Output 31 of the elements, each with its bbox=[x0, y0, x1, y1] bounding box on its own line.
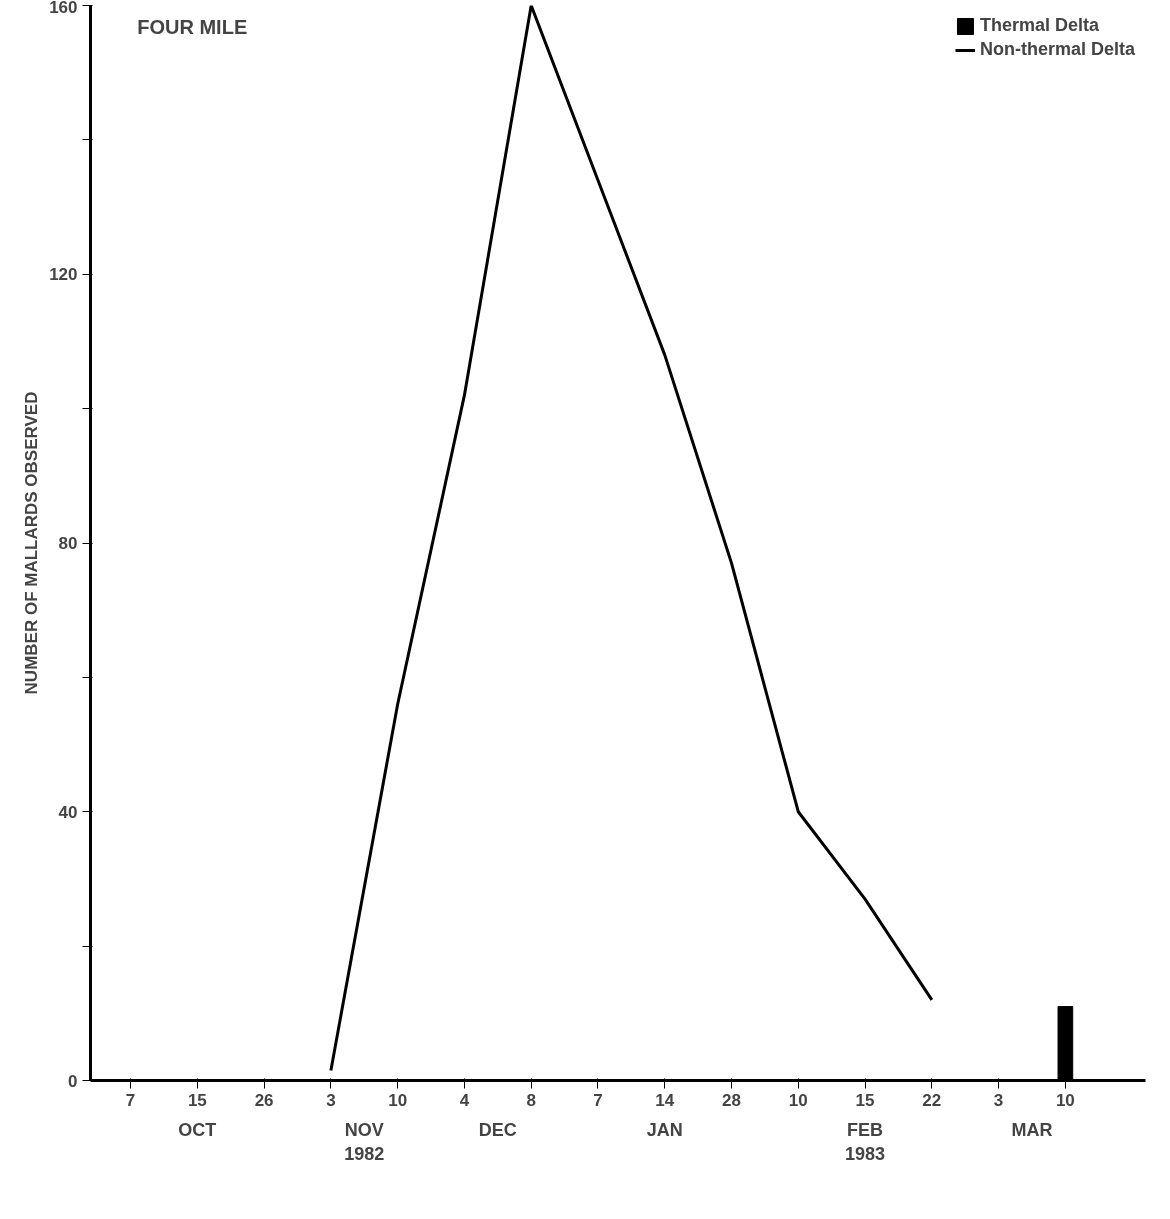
x-tick-label: 7 bbox=[593, 1090, 603, 1110]
x-tick-label: 22 bbox=[922, 1090, 942, 1110]
x-tick-label: 10 bbox=[388, 1090, 408, 1110]
legend-label: Thermal Delta bbox=[979, 15, 1100, 36]
x-tick-label: 4 bbox=[459, 1090, 470, 1110]
text: NOV 1982 bbox=[344, 1119, 385, 1164]
x-tick-label: 3 bbox=[326, 1090, 336, 1110]
text: OCT bbox=[178, 1119, 217, 1140]
x-tick-label: 28 bbox=[722, 1090, 741, 1110]
y-axis-title: NUMBER OF MALLARDS OBSERVED bbox=[22, 391, 42, 695]
x-tick-label: 15 bbox=[855, 1090, 875, 1110]
text: FOUR MILE bbox=[137, 16, 248, 39]
x-tick-label: 8 bbox=[526, 1090, 536, 1110]
text: DEC bbox=[478, 1119, 517, 1140]
text: MAR bbox=[1011, 1119, 1053, 1140]
text: FEB 1983 bbox=[845, 1119, 886, 1164]
line-series bbox=[329, 5, 934, 1072]
x-tick-label: 15 bbox=[187, 1090, 207, 1110]
y-tick-label: 80 bbox=[58, 534, 78, 553]
x-tick-label: 26 bbox=[254, 1090, 274, 1110]
y-tick-label: 160 bbox=[49, 0, 78, 17]
x-tick-label: 3 bbox=[993, 1090, 1004, 1110]
x-tick-label: 10 bbox=[1055, 1090, 1075, 1110]
y-tick-label: 0 bbox=[68, 1071, 78, 1091]
y-tick-label: 40 bbox=[58, 802, 78, 822]
text: JAN bbox=[646, 1119, 683, 1140]
y-tick-label: 120 bbox=[49, 265, 78, 285]
x-tick-label: 7 bbox=[125, 1090, 136, 1110]
x-tick-label: 10 bbox=[788, 1090, 808, 1110]
legend-label: Non-thermal Delta bbox=[979, 39, 1135, 60]
x-tick-label: 14 bbox=[655, 1090, 675, 1110]
